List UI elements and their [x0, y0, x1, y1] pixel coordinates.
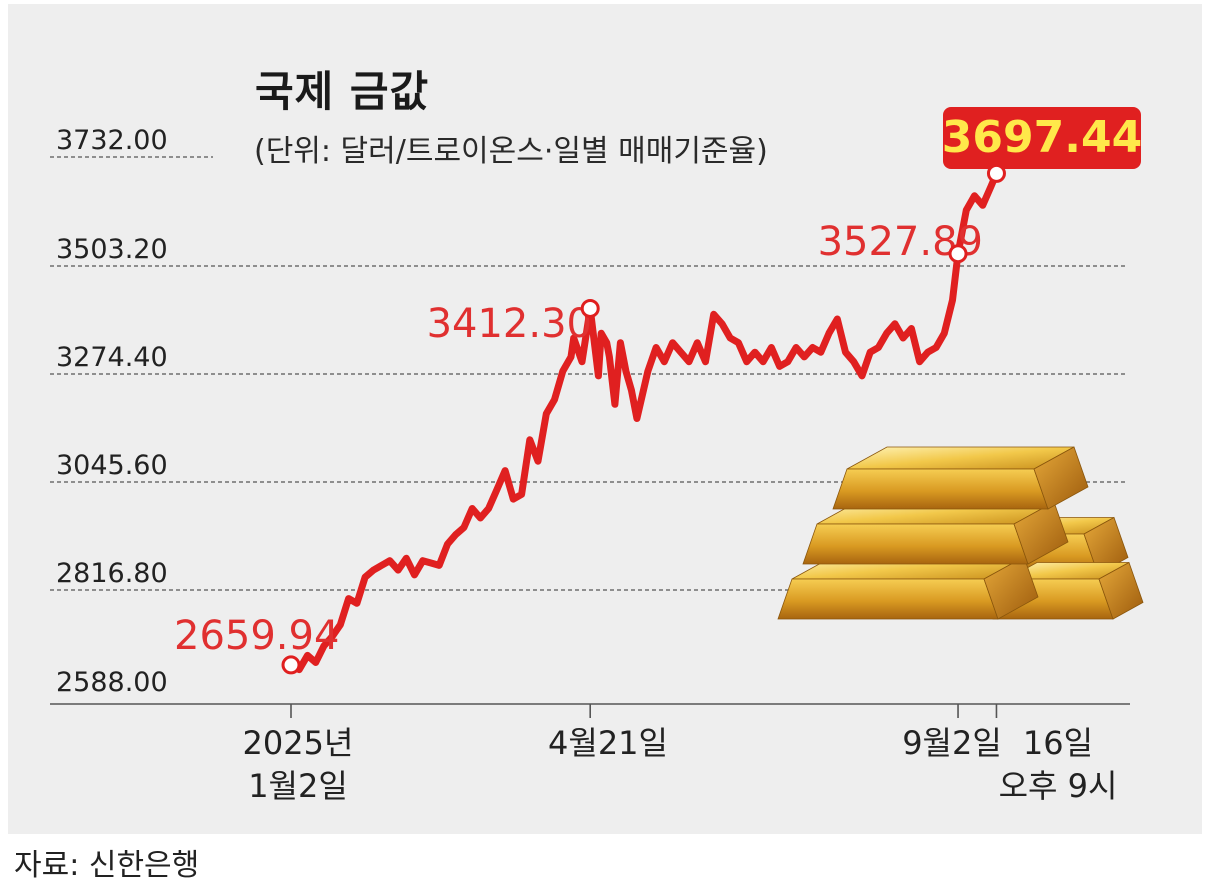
- latest-value-box: [943, 107, 1141, 169]
- chart-panel: 3732.00 3503.20 3274.40 3045.60 2816.80 2588.…: [8, 4, 1202, 834]
- source-note: 자료: 신한은행: [14, 848, 200, 883]
- gold-bars-illustration: [777, 446, 1144, 620]
- y-tick-label: 3274.40: [56, 342, 168, 373]
- chart-title: 국제 금값: [255, 67, 430, 116]
- data-point-marker: [986, 163, 1006, 183]
- y-tick-label: 2588.00: [56, 667, 168, 698]
- x-tick-label: 2025년: [243, 724, 354, 762]
- y-tick-label: 3045.60: [56, 450, 168, 481]
- data-point-marker: [281, 655, 301, 675]
- x-tick-label: 1월2일: [248, 767, 348, 805]
- y-tick-label: 3732.00: [56, 125, 168, 156]
- data-point-marker: [580, 298, 600, 318]
- data-point-marker: [948, 244, 968, 264]
- latest-value-label: 3697.44: [942, 112, 1142, 163]
- x-tick-label: 16일: [1023, 724, 1093, 762]
- x-tick-label: 4월21일: [548, 724, 668, 762]
- price-line: [287, 169, 1000, 674]
- data-label: 2659.94: [174, 613, 339, 659]
- y-tick-label: 2816.80: [56, 558, 168, 589]
- data-label: 3412.30: [427, 301, 592, 347]
- chart-subtitle: (단위: 달러/트로이온스·일별 매매기준율): [254, 134, 768, 169]
- y-tick-label: 3503.20: [56, 234, 168, 265]
- gold-price-chart: 3732.00 3503.20 3274.40 3045.60 2816.80 2588.…: [50, 107, 1144, 805]
- x-tick-label: 오후 9시: [999, 767, 1118, 805]
- x-tick-label: 9월2일: [902, 724, 1002, 762]
